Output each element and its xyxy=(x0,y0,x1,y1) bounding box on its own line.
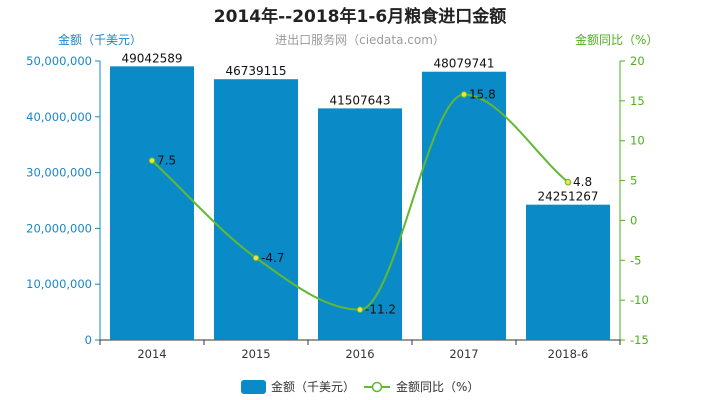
line-point-label: 15.8 xyxy=(469,87,496,101)
x-tick-label: 2017 xyxy=(449,347,478,361)
y-right-tick-label: -5 xyxy=(630,253,641,267)
line-point-label: -4.7 xyxy=(261,251,284,265)
y-right-tick-label: 5 xyxy=(630,174,637,188)
bar xyxy=(318,108,402,340)
bar xyxy=(526,204,610,340)
y-right-tick-label: -10 xyxy=(630,293,649,307)
y-right-tick-label: 15 xyxy=(630,94,645,108)
bar-value-label: 49042589 xyxy=(121,51,182,65)
line-point-label: 4.8 xyxy=(573,175,592,189)
x-tick-label: 2016 xyxy=(345,347,374,361)
y-left-tick-label: 0 xyxy=(85,333,92,347)
legend-swatch-bars xyxy=(241,380,266,394)
bar-value-label: 24251267 xyxy=(537,190,598,204)
y-left-tick-label: 20,000,000 xyxy=(26,221,92,235)
y-right-tick-label: 10 xyxy=(630,134,645,148)
bar-value-label: 41507643 xyxy=(329,93,390,107)
bar-series: 49042589 46739115 41507643 48079741 24251267 xyxy=(110,51,610,341)
bar-value-label: 48079741 xyxy=(433,57,494,71)
line-point xyxy=(252,254,260,262)
y-left-tick-label: 40,000,000 xyxy=(26,110,92,124)
legend-label-line: 金额同比（%） xyxy=(396,379,479,394)
y-right-tick-label: 0 xyxy=(630,213,637,227)
y-axis-right-label: 金额同比（%） xyxy=(575,32,658,47)
line-point-label: 7.5 xyxy=(157,154,176,168)
y-left-tick-label: 10,000,000 xyxy=(26,277,92,291)
bar xyxy=(214,79,298,340)
legend-label-bars: 金额（千美元） xyxy=(271,379,355,394)
line-point xyxy=(356,306,364,314)
bar-value-label: 46739115 xyxy=(225,64,286,78)
x-tick-label: 2015 xyxy=(241,347,270,361)
line-point xyxy=(460,91,468,98)
y-left-tick-label: 50,000,000 xyxy=(26,54,92,68)
x-tick-label: 2014 xyxy=(137,347,166,361)
bar xyxy=(422,71,506,341)
y-left-tick-label: 30,000,000 xyxy=(26,166,92,180)
line-point-label: -11.2 xyxy=(365,303,396,317)
legend[interactable]: 金额（千美元） 金额同比（%） xyxy=(241,379,479,394)
y-right-tick-label: -15 xyxy=(630,333,649,347)
legend-swatch-marker xyxy=(371,381,383,393)
line-point xyxy=(564,178,572,186)
x-tick-label: 2018-6 xyxy=(548,347,589,361)
y-axis-left-label: 金额（千美元） xyxy=(58,32,142,47)
y-right-tick-label: 20 xyxy=(630,54,645,68)
bar xyxy=(110,66,194,341)
chart-title: 2014年--2018年1-6月粮食进口金额 xyxy=(214,6,506,27)
line-path xyxy=(151,93,569,311)
chart-subtitle: 进出口服务网（ciedata.com） xyxy=(275,32,445,47)
line-point xyxy=(148,157,156,164)
line-series: 7.5 -4.7 -11.2 15.8 4.8 xyxy=(148,87,592,317)
axes: 0 10,000,000 20,000,000 30,000,000 40,000,00… xyxy=(26,54,649,361)
